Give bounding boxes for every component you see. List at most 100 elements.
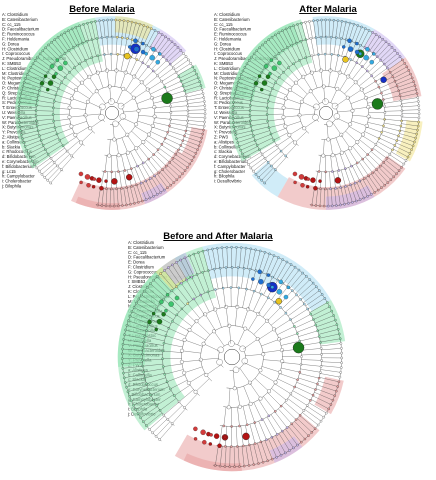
tree-branch [348, 126, 364, 135]
tree-node [282, 70, 285, 74]
tree-branch [234, 93, 252, 98]
tree-branch [156, 151, 170, 163]
tree-branch [164, 369, 184, 375]
tree-branch [176, 63, 191, 73]
tree-node [285, 426, 289, 429]
tree-branch [258, 297, 269, 315]
tree-branch [153, 313, 172, 324]
tree-node [130, 310, 134, 314]
tree-branch [261, 167, 274, 181]
tree-branch [245, 354, 264, 356]
tree-node [391, 148, 394, 152]
tree-branch [277, 378, 295, 388]
tree-branch [85, 60, 93, 75]
tree-node [277, 256, 280, 259]
tree-branch [391, 151, 407, 161]
tree-node [223, 465, 227, 468]
tree-branch [244, 149, 260, 158]
enriched-node [209, 433, 213, 437]
tree-branch [283, 72, 296, 84]
tree-branch [268, 151, 282, 163]
tree-branch [241, 309, 249, 328]
tree-node [317, 170, 321, 173]
tree-branch [275, 34, 285, 50]
tree-branch [341, 169, 346, 187]
tree-branch [348, 167, 356, 184]
tree-branch [37, 122, 54, 126]
tree-node [249, 104, 252, 107]
tree-branch [167, 294, 183, 309]
tree-branch [114, 70, 117, 87]
tree-node [172, 66, 175, 70]
enriched-node [92, 177, 97, 181]
tree-node [138, 22, 142, 26]
tree-branch [166, 134, 183, 141]
tree-branch [134, 62, 143, 77]
tree-branch [300, 342, 321, 346]
tree-node [292, 24, 295, 27]
tree-branch [65, 77, 79, 88]
tree-branch [142, 354, 163, 355]
tree-branch [105, 188, 108, 206]
tree-node [141, 352, 144, 356]
tree-node [353, 80, 358, 85]
tree-node [23, 145, 27, 148]
tree-node [283, 124, 288, 129]
tree-branch [229, 325, 231, 344]
tree-node [296, 332, 299, 335]
tree-node [225, 246, 229, 249]
tree-branch [399, 89, 417, 94]
legend-entry: C: cc_115 [128, 250, 147, 255]
tree-branch [91, 57, 98, 73]
tree-node [85, 39, 89, 43]
tree-branch [142, 182, 151, 199]
legend-entry: E: Ruminococcus [2, 32, 35, 37]
legend-entry: Z: PW3 [214, 135, 229, 140]
tree-branch [73, 47, 83, 63]
tree-node [94, 89, 99, 94]
tree-branch [344, 186, 349, 204]
tree-branch [174, 59, 189, 70]
tree-branch [365, 156, 377, 170]
tree-node [158, 409, 162, 412]
tree-node [40, 173, 44, 176]
tree-node [329, 403, 333, 406]
enriched-node [158, 52, 162, 56]
tree-node [299, 99, 304, 104]
tree-node [232, 125, 236, 128]
tree-node [279, 404, 283, 408]
tree-node [281, 105, 286, 110]
tree-branch [150, 283, 166, 298]
tree-branch [255, 162, 269, 175]
tree-branch [21, 130, 39, 135]
tree-node [176, 46, 180, 49]
tree-branch [287, 398, 304, 411]
tree-branch [154, 154, 167, 167]
enriched-node [365, 47, 370, 52]
tree-node [183, 89, 186, 92]
tree-node [300, 21, 303, 25]
cladogram [15, 16, 208, 210]
tree-node [116, 153, 121, 158]
tree-node [337, 54, 340, 57]
tree-node [238, 465, 241, 468]
legend-entry: K: SMB53 [214, 61, 234, 66]
tree-node [114, 68, 119, 73]
tree-node [279, 453, 283, 457]
tree-node [201, 341, 206, 346]
enriched-node [200, 429, 206, 436]
tree-node [261, 43, 264, 47]
tree-branch [239, 367, 251, 383]
cladogram [229, 16, 423, 210]
tree-branch [251, 249, 256, 270]
tree-node [211, 247, 214, 251]
tree-branch [329, 171, 331, 189]
tree-node [265, 113, 269, 116]
tree-node [387, 43, 391, 46]
tree-branch [344, 151, 352, 167]
tree-node [266, 459, 269, 463]
tree-node [376, 188, 380, 192]
enriched-node [223, 435, 227, 440]
tree-branch [134, 89, 148, 99]
